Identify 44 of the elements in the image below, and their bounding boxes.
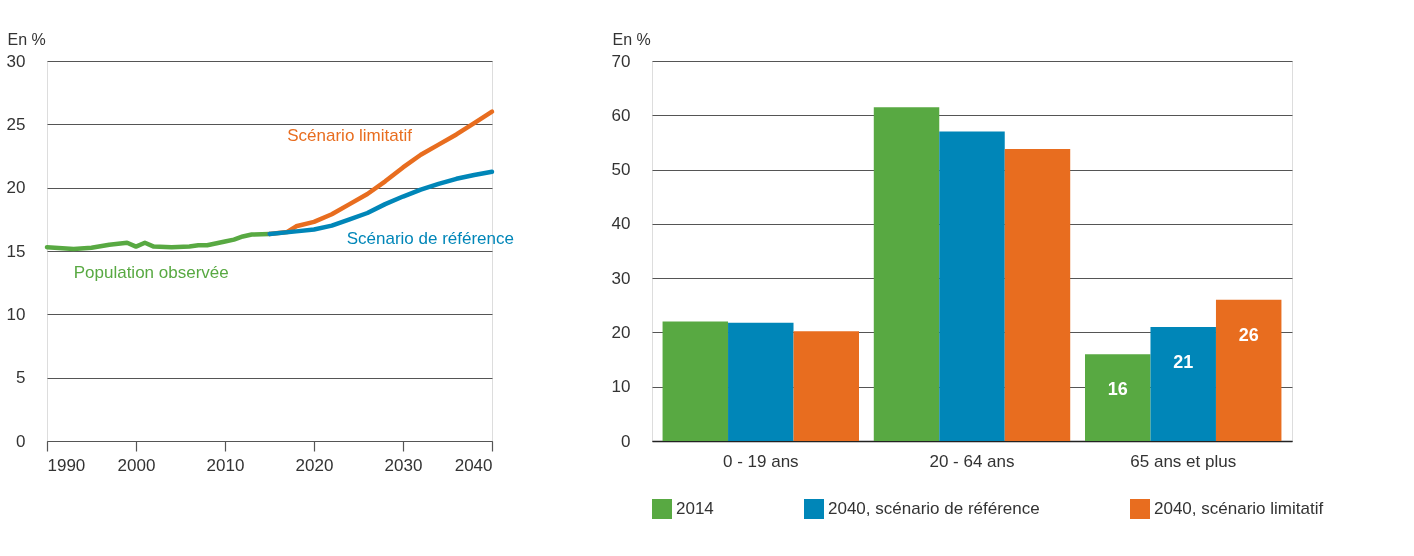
x-tick-label: 2000 — [117, 455, 156, 475]
y-axis-title: En % — [612, 30, 651, 48]
y-tick-label: 20 — [6, 178, 26, 198]
x-tick-label: 2040 — [454, 455, 493, 475]
y-tick-label: 10 — [611, 377, 631, 397]
bar — [1215, 299, 1282, 441]
x-tick-label: 20 - 64 ans — [929, 451, 1015, 471]
bar — [1004, 148, 1071, 441]
y-tick-label: 5 — [16, 368, 26, 388]
series-label: Scénario de référence — [346, 228, 514, 248]
bar — [662, 321, 729, 441]
x-tick-label: 1990 — [47, 455, 86, 475]
x-tick-label: 2020 — [295, 455, 334, 475]
y-tick-label: 70 — [611, 51, 631, 71]
legend-label: 2040, scénario limitatif — [1154, 499, 1324, 518]
series-label: Scénario limitatif — [287, 126, 413, 146]
y-tick-label: 40 — [611, 214, 631, 234]
y-tick-label: 10 — [6, 304, 26, 324]
bar — [1085, 354, 1151, 441]
y-axis-title: En % — [7, 30, 46, 48]
y-tick-label: 30 — [611, 268, 631, 288]
legend-label: 2040, scénario de référence — [828, 499, 1040, 518]
y-tick-label: 25 — [6, 114, 26, 134]
y-tick-label: 60 — [611, 105, 631, 125]
x-tick-label: 2030 — [384, 455, 423, 475]
y-tick-label: 20 — [611, 322, 631, 342]
y-tick-label: 0 — [16, 431, 26, 451]
legend-label: 2014 — [676, 499, 714, 518]
series-label: Population observée — [73, 263, 229, 283]
bar — [728, 322, 794, 441]
y-tick-label: 50 — [611, 160, 631, 180]
y-tick-label: 0 — [621, 431, 631, 451]
bar — [793, 331, 859, 441]
y-tick-label: 15 — [6, 241, 26, 261]
y-tick-label: 30 — [6, 51, 26, 71]
data-label: 26 — [1238, 324, 1259, 345]
bar — [1150, 327, 1216, 441]
data-label: 21 — [1173, 352, 1194, 372]
bar — [939, 131, 1005, 441]
x-tick-label: 0 - 19 ans — [722, 451, 799, 471]
x-tick-label: 65 ans et plus — [1130, 451, 1237, 471]
x-tick-label: 2010 — [206, 455, 245, 475]
data-label: 16 — [1107, 379, 1128, 400]
bar — [873, 107, 940, 441]
